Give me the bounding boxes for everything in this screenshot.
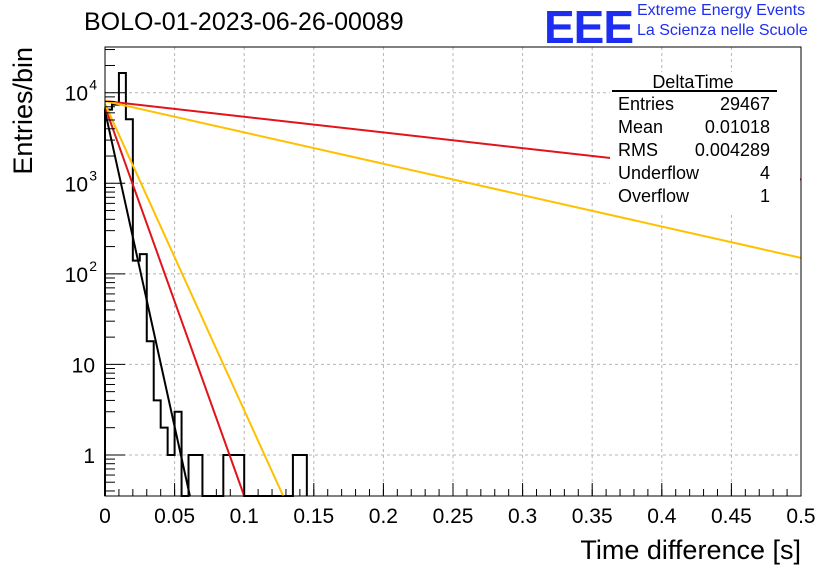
exponential-fit-line (104, 103, 285, 497)
histogram-bars (104, 72, 308, 497)
y-tick-exponent: 4 (89, 77, 97, 93)
stats-row-label: Mean (618, 117, 663, 137)
stats-background (610, 72, 800, 212)
x-tick-labels: 0 0.05 0.1 0.15 0.2 0.25 0.3 0.35 0.4 0.45 0.5 (99, 505, 815, 528)
eee-logo-mark: EEE (544, 1, 634, 53)
x-tick-label: 0.5 (786, 505, 815, 528)
stats-row-value: 4 (760, 163, 770, 183)
y-tick-label: 10 (72, 354, 95, 377)
x-tick-label: 0.2 (369, 505, 398, 528)
axis-ticks (104, 49, 802, 496)
histogram-outline (104, 72, 308, 497)
x-tick-label: 0.25 (433, 505, 474, 528)
stats-name: DeltaTime (652, 72, 733, 92)
stats-row-value: 29467 (720, 94, 770, 114)
y-tick-label: 10 (65, 173, 88, 196)
x-tick-label: 0.05 (154, 505, 195, 528)
logo-text-line-1: Extreme Energy Events (637, 2, 806, 19)
exponential-fit-line (104, 106, 246, 497)
y-tick-label: 10 (65, 264, 88, 287)
logo-text-line-2: La Scienza nelle Scuole (637, 22, 808, 39)
exponential-fit-line (104, 100, 802, 259)
x-tick-label: 0.15 (293, 505, 334, 528)
y-tick-exponent: 3 (89, 167, 97, 183)
y-tick-exponent: 2 (89, 258, 97, 274)
x-tick-label: 0.35 (572, 505, 613, 528)
stats-row-value: 1 (760, 186, 770, 206)
x-tick-label: 0 (99, 505, 111, 528)
stats-row-label: Entries (618, 94, 674, 114)
fit-curves (104, 100, 802, 497)
stats-row-value: 0.004289 (695, 140, 770, 160)
stats-row-label: Overflow (618, 186, 690, 206)
x-tick-label: 0.3 (508, 505, 537, 528)
stats-row-label: Underflow (618, 163, 700, 183)
y-tick-label: 10 (65, 83, 88, 106)
x-axis-label: Time difference [s] (580, 535, 801, 565)
x-tick-label: 0.4 (647, 505, 677, 528)
exponential-fit-line (104, 110, 191, 497)
y-axis-label: Entries/bin (8, 47, 38, 175)
stats-row-label: RMS (618, 140, 658, 160)
x-tick-label: 0.45 (711, 505, 752, 528)
x-tick-label: 0.1 (230, 505, 259, 528)
y-tick-label: 1 (83, 445, 95, 468)
stats-row-value: 0.01018 (705, 117, 770, 137)
chart-title: BOLO-01-2023-06-26-00089 (84, 8, 404, 36)
